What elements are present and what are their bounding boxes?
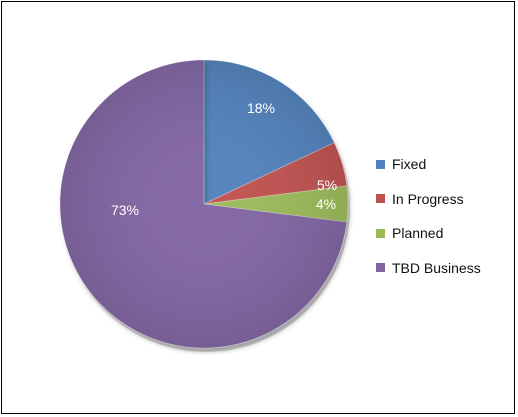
pie-slices — [59, 59, 350, 352]
legend-swatch-planned — [376, 228, 385, 238]
legend-label-tbd-business: TBD Business — [392, 259, 481, 276]
legend-label-planned: Planned — [392, 225, 444, 242]
legend: Fixed In Progress Planned TBD Business — [376, 147, 512, 285]
legend-item-fixed: Fixed — [376, 147, 512, 182]
legend-item-tbd-business: TBD Business — [376, 251, 512, 286]
legend-swatch-in-progress — [376, 194, 385, 204]
legend-item-planned: Planned — [376, 216, 512, 251]
pie-label-planned: 4% — [316, 196, 336, 212]
pie-label-fixed: 18% — [247, 100, 275, 116]
legend-swatch-tbd-business — [376, 263, 385, 273]
legend-swatch-fixed — [376, 159, 385, 169]
pie-data-labels: 18% 5% 4% 73% — [111, 100, 337, 218]
legend-item-in-progress: In Progress — [376, 182, 512, 217]
legend-label-fixed: Fixed — [392, 156, 427, 173]
pie-label-tbd-business: 73% — [111, 202, 139, 218]
pie-label-in-progress: 5% — [317, 177, 337, 193]
legend-label-in-progress: In Progress — [392, 190, 464, 207]
